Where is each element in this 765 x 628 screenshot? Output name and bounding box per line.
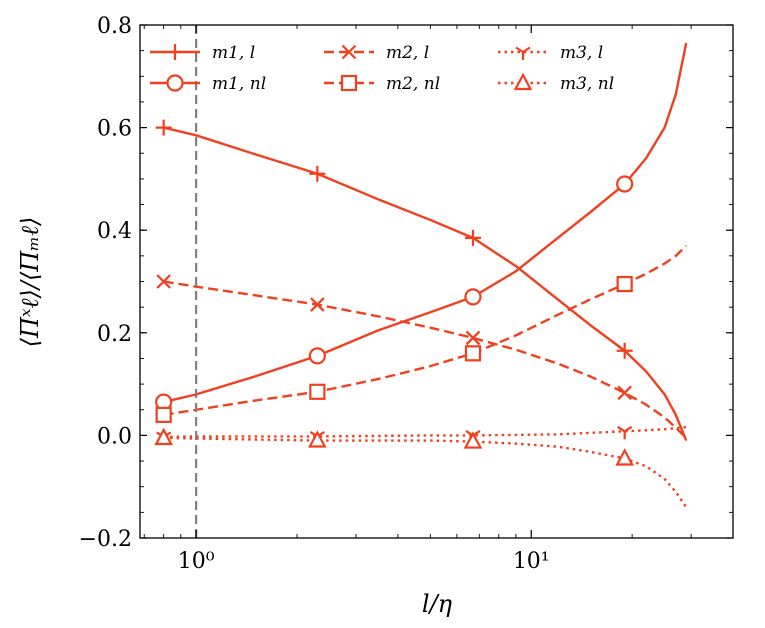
series-layer [154, 42, 688, 508]
data-point [154, 427, 173, 446]
series-2 [155, 42, 688, 411]
data-point [616, 175, 634, 193]
data-point [617, 385, 632, 401]
y-tick-label: 0.4 [97, 219, 132, 244]
data-point [156, 274, 171, 289]
y-tick-label: 0.2 [97, 322, 132, 347]
legend-label: m1, nl [212, 74, 266, 94]
legend-entry-6: m3, nl [498, 72, 614, 94]
axes-layer: −0.2 0.0 0.2 0.4 0.6 0.8 10⁰ 10¹ [79, 14, 734, 574]
data-point [464, 345, 482, 362]
legend-entry-3: m2, l [324, 43, 429, 63]
y-tick-label: 0.8 [97, 14, 132, 39]
data-point [616, 342, 633, 359]
series-1 [155, 119, 688, 441]
legend-label: m1, l [212, 43, 255, 63]
series-line-3 [163, 280, 688, 439]
data-point [155, 119, 172, 136]
series-3 [156, 274, 688, 439]
data-point [309, 165, 326, 182]
data-point [308, 430, 327, 448]
data-point [463, 431, 483, 449]
data-point [310, 297, 325, 312]
data-point [616, 275, 633, 293]
legend-label: m3, l [560, 43, 603, 63]
data-point [464, 288, 482, 306]
legend-marker [515, 46, 531, 60]
legend-label: m3, nl [560, 74, 614, 94]
legend-label: m2, l [386, 43, 429, 63]
legend-marker [167, 44, 183, 60]
data-point [615, 448, 634, 466]
legend-marker [341, 44, 357, 60]
legend-marker [513, 72, 533, 91]
legend-marker [166, 74, 184, 92]
series-line-6 [163, 436, 688, 508]
data-point [464, 229, 481, 246]
x-tick-label: 10¹ [513, 549, 550, 574]
x-tick-label: 10⁰ [178, 549, 215, 574]
y-tick-label: 0.6 [97, 117, 132, 142]
series-line-4 [163, 244, 688, 417]
legend-entry-4: m2, nl [324, 74, 440, 94]
legend-label: m2, nl [386, 74, 440, 94]
series-6 [154, 427, 688, 508]
data-point [309, 383, 326, 400]
y-axis-label: ⟨Πˣℓ⟩/⟨Πₘℓ⟩ [16, 217, 44, 348]
series-line-2 [163, 42, 688, 404]
series-4 [155, 244, 688, 423]
legend: m1, l m1, nl m2, l m2, nl m3, l m3, nl [150, 43, 614, 94]
series-line-1 [163, 126, 688, 441]
x-axis-label: l/η [422, 590, 453, 618]
legend-marker [340, 74, 358, 92]
data-point [155, 406, 172, 423]
legend-entry-1: m1, l [150, 43, 255, 63]
legend-entry-2: m1, nl [150, 74, 266, 94]
y-tick-label: 0.0 [97, 424, 132, 449]
data-point [465, 330, 481, 346]
data-point [617, 425, 633, 440]
series-line-5 [163, 425, 687, 439]
y-tick-label: −0.2 [79, 527, 132, 552]
data-point [308, 347, 326, 365]
legend-entry-5: m3, l [498, 43, 603, 63]
